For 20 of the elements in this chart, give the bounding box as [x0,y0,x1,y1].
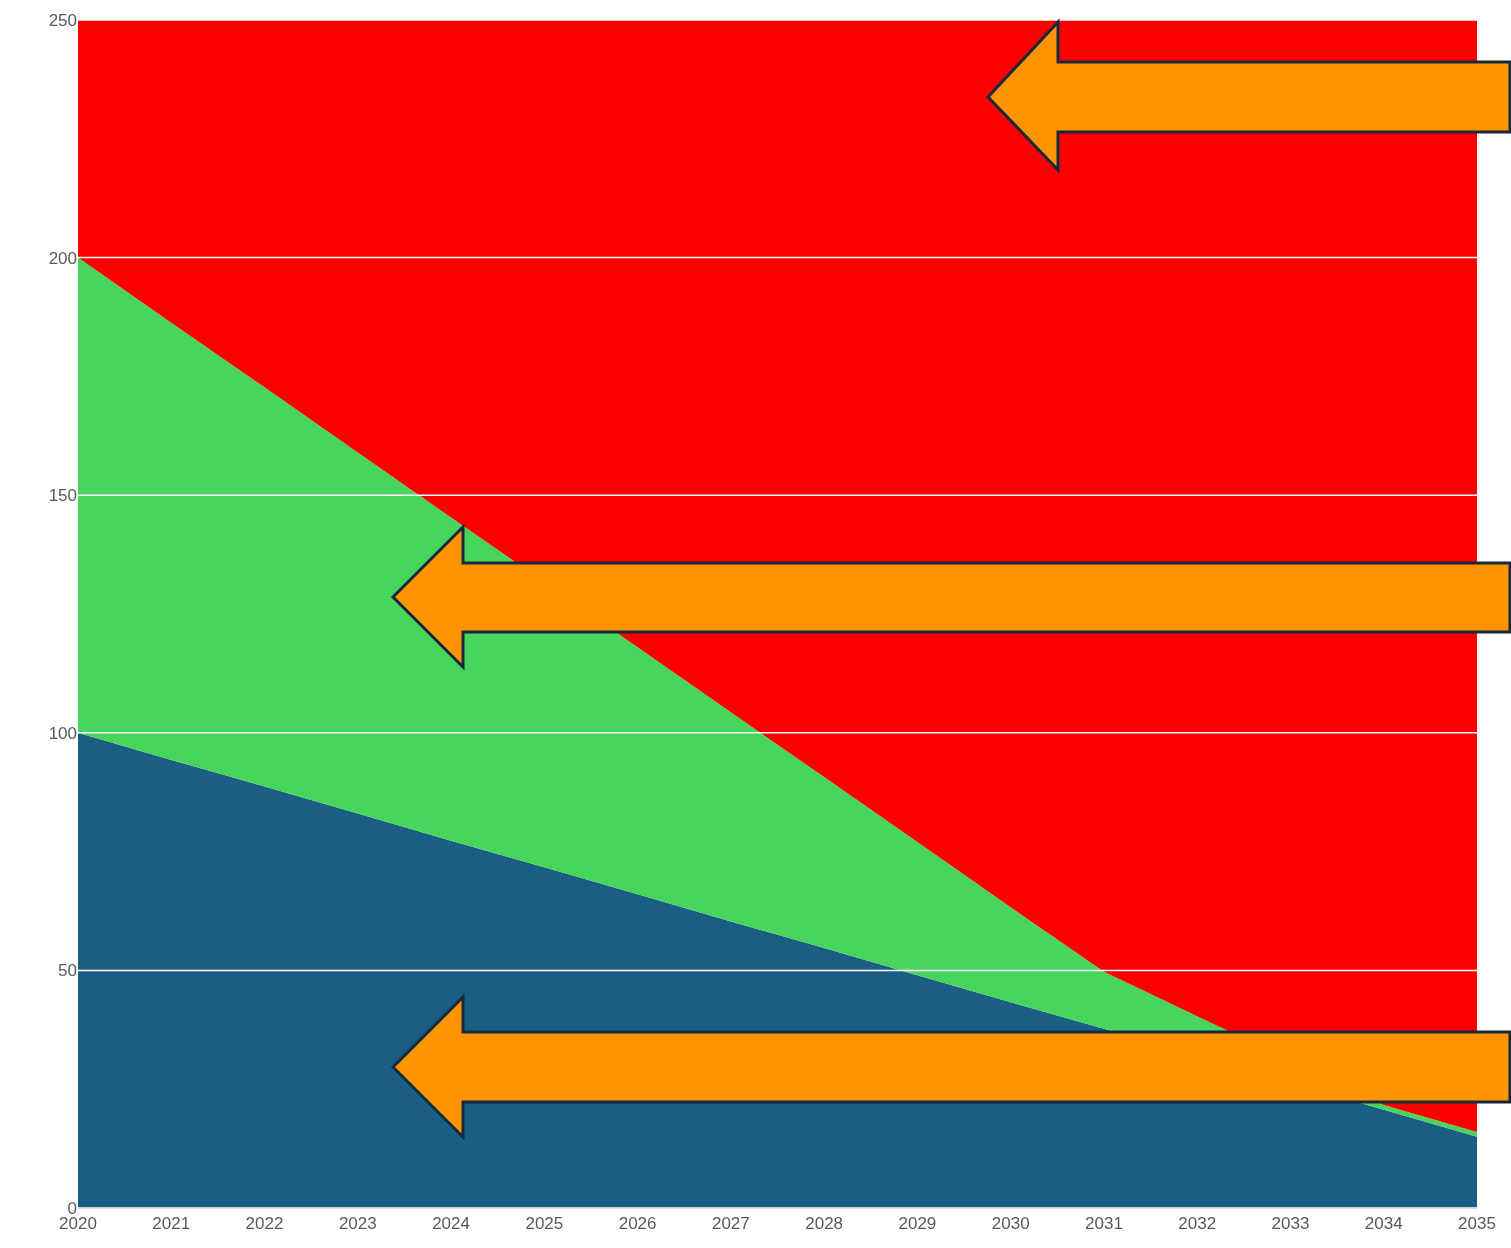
x-tick-label: 2028 [805,1214,844,1234]
y-tick-label: 50 [58,961,77,981]
x-tick-label: 2032 [1178,1214,1217,1234]
x-tick-label: 2025 [525,1214,564,1234]
x-tick-label: 2033 [1271,1214,1310,1234]
x-tick-label: 2026 [618,1214,657,1234]
x-tick-label: 2023 [338,1214,377,1234]
x-tick-label: 2035 [1458,1214,1496,1234]
x-tick-label: 2030 [991,1214,1030,1234]
x-tick-label: 2027 [711,1214,750,1234]
x-tick-label: 2024 [432,1214,470,1234]
y-tick-label: 200 [48,248,77,268]
y-tick-label: 150 [48,486,77,506]
x-tick-label: 2031 [1085,1214,1123,1234]
y-tick-label: 100 [48,723,77,743]
x-tick-label: 2022 [245,1214,284,1234]
y-tick-label: 250 [48,10,77,30]
x-tick-label: 2021 [152,1214,191,1234]
x-tick-label: 2029 [898,1214,937,1234]
x-tick-label: 2034 [1364,1214,1403,1234]
